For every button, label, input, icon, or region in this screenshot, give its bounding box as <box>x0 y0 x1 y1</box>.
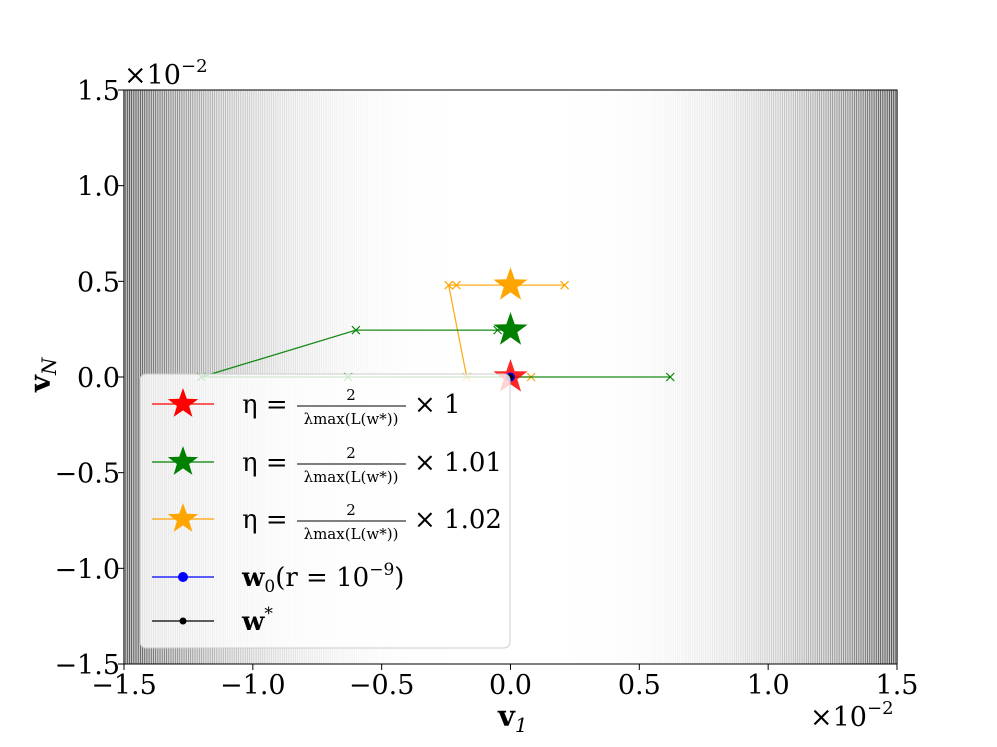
legend-label-rhs: × 1.01 <box>414 448 502 478</box>
legend-star-icon <box>167 503 199 532</box>
legend-label-rhs: × 1 <box>414 390 461 420</box>
iterate-marker-eta101 <box>351 325 361 335</box>
y-tick-label: −0.5 <box>54 459 120 490</box>
legend-label-sub: 0 <box>264 577 275 597</box>
x-tick-label: 1.5 <box>876 670 919 701</box>
legend-frac-den: λmax(L(w*)) <box>304 410 399 428</box>
y-tick-label: 0.5 <box>77 267 120 298</box>
iterate-marker-eta102 <box>560 280 570 290</box>
legend-dot-icon <box>178 572 188 582</box>
legend-entry: w* <box>152 604 273 637</box>
legend-frac-num: 2 <box>346 386 356 404</box>
legend-entry: η = 2 λmax(L(w*)) × 1.02 <box>152 501 502 543</box>
legend-label-rest: (r = 10 <box>275 563 369 593</box>
x-scale-factor: ×10−2 <box>810 698 894 733</box>
iterate-marker-eta102 <box>444 280 454 290</box>
y-tick-label: 0.0 <box>77 363 120 394</box>
legend-star-icon <box>167 446 199 475</box>
y-tick-label: −1.0 <box>54 554 120 585</box>
legend-label-lhs: η = <box>242 390 288 420</box>
legend-label: w* <box>241 604 273 637</box>
legend-label-lhs: η = <box>242 448 288 478</box>
legend-label: w0(r = 10−9) <box>241 560 404 597</box>
legend-frac-num: 2 <box>346 444 356 462</box>
y-axis-label-group: vN <box>23 356 61 393</box>
legend-label-close: ) <box>394 563 404 593</box>
x-tick-label: −1.0 <box>220 670 286 701</box>
legend-frac-den: λmax(L(w*)) <box>304 468 399 486</box>
star-marker-eta101 <box>493 312 528 345</box>
legend-label-main: w <box>241 607 265 637</box>
y-axis-label: vN <box>23 356 61 393</box>
x-tick-label: −0.5 <box>349 670 415 701</box>
x-axis-label: v1 <box>497 699 528 737</box>
legend-entry: w0(r = 10−9) <box>152 560 404 597</box>
x-tick-label: 1.0 <box>747 670 790 701</box>
y-scale-factor: ×10−2 <box>124 56 208 91</box>
legend-entry: η = 2 λmax(L(w*)) × 1.01 <box>152 444 502 486</box>
legend-frac-num: 2 <box>346 501 356 519</box>
legend-label-sup: −9 <box>369 560 394 580</box>
legend-dot-icon <box>179 617 187 625</box>
star-marker-eta102 <box>493 267 528 300</box>
x-axis-ticks: −1.5 −1.0 −0.5 0.0 0.5 1.0 1.5 <box>91 664 918 701</box>
legend-label-sup: * <box>264 604 273 624</box>
legend-label-rhs: × 1.02 <box>414 505 502 535</box>
y-tick-label: 1.0 <box>77 172 120 203</box>
legend-entry: η = 2 λmax(L(w*)) × 1 <box>152 386 461 428</box>
legend-star-icon <box>167 388 199 417</box>
legend-label-lhs: η = <box>242 505 288 535</box>
x-tick-label: 0.0 <box>489 670 532 701</box>
legend-frac-den: λmax(L(w*)) <box>304 525 399 543</box>
iterate-marker-eta102 <box>451 280 461 290</box>
legend-label-main: w <box>241 563 265 593</box>
legend-box <box>139 373 511 649</box>
x-tick-label: −1.5 <box>91 670 157 701</box>
y-tick-label: 1.5 <box>77 76 120 107</box>
iterate-marker-eta101 <box>665 372 675 382</box>
x-tick-label: 0.5 <box>618 670 661 701</box>
y-axis-ticks: −1.5 −1.0 −0.5 0.0 0.5 1.0 1.5 <box>54 76 124 681</box>
y-tick-label: −1.5 <box>54 650 120 681</box>
